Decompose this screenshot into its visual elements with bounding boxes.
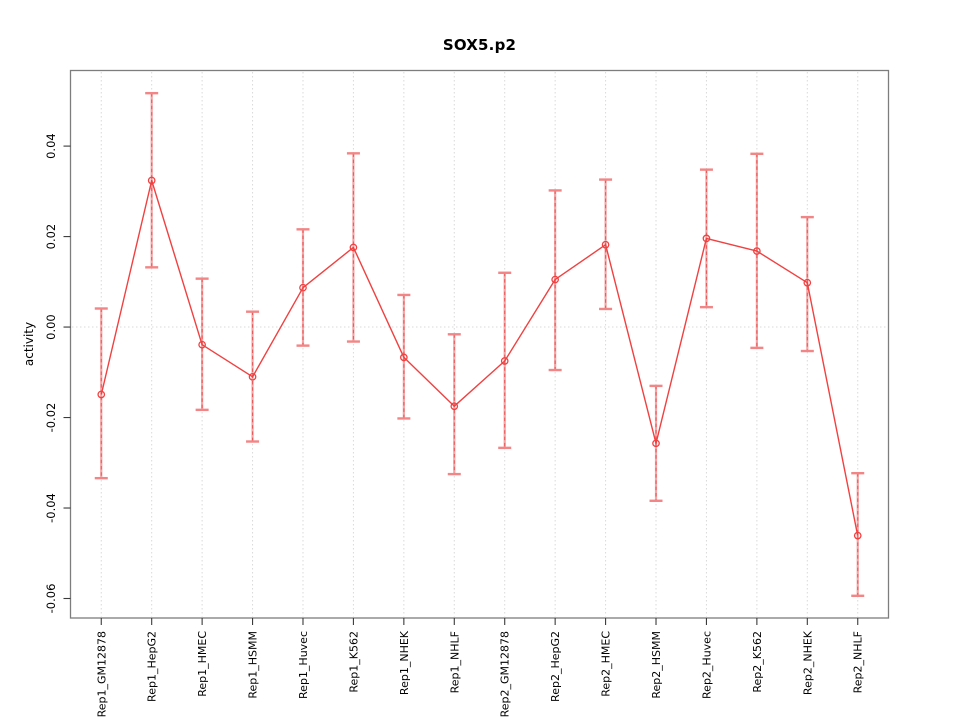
data-point-Rep1_HSMM [248,372,257,381]
data-point-Rep2_NHEK [803,278,812,287]
data-points [97,176,862,540]
x-tick-label: Rep1_K562 [347,631,360,693]
y-tick-label: 0.04 [44,133,58,159]
axes: Rep1_GM12878 Rep1_HepG2 Rep1_HMEC Rep1_HSMM… [44,133,865,717]
x-tick-label: Rep2_HSMM [650,631,663,699]
data-point-Rep1_Huvec [299,283,307,292]
y-tick-label: 0.00 [44,314,58,340]
data-point-Rep1_NHLF [450,402,459,411]
x-tick-label: Rep1_HepG2 [146,631,159,702]
data-point-Rep2_HepG2 [551,275,559,284]
x-tick-label: Rep1_GM12878 [95,631,108,717]
y-tick-label: -0.06 [44,584,58,614]
x-tick-label: Rep1_Huvec [297,631,310,699]
data-point-Rep2_GM12878 [500,357,509,365]
plot-box [69,69,890,619]
x-tick-label: Rep2_NHLF [852,631,865,693]
gridlines [72,72,887,617]
y-tick-label: -0.02 [44,403,58,433]
chart-title: SOX5.p2 [442,36,517,54]
x-tick-label: Rep2_NHEK [801,630,814,695]
data-point-Rep2_Huvec [702,234,711,243]
x-tick-label: Rep1_NHEK [398,630,411,695]
x-tick-label: Rep1_HMEC [196,631,209,697]
data-point-Rep2_HMEC [601,240,610,249]
x-tick-label: Rep1_HSMM [247,631,260,699]
data-point-Rep1_NHEK [400,353,408,362]
x-tick-label: Rep2_HMEC [600,631,613,697]
data-point-Rep1_K562 [349,243,358,252]
y-tick-label: -0.04 [44,493,58,523]
data-point-Rep2_K562 [753,247,761,255]
data-point-Rep1_HepG2 [147,176,156,185]
data-point-Rep2_NHLF [853,531,862,540]
x-tick-label: Rep2_K562 [751,631,764,693]
x-tick-label: Rep2_GM12878 [499,631,512,717]
data-point-Rep1_HMEC [198,340,206,349]
y-tick-label: 0.02 [44,224,58,250]
error-bars [94,91,865,597]
data-point-Rep2_HSMM [652,439,660,448]
x-tick-label: Rep1_NHLF [448,631,461,693]
error-bar-Rep1_NHLF [447,333,461,476]
data-point-Rep1_GM12878 [97,390,106,399]
series-line [100,179,859,536]
x-tick-label: Rep2_Huvec [700,631,713,699]
x-tick-label: Rep2_HepG2 [549,631,562,702]
